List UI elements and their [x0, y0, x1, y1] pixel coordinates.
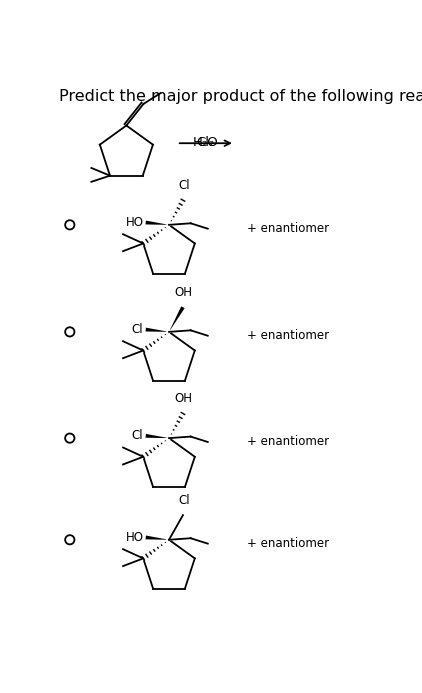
Text: H₂O: H₂O	[192, 136, 218, 148]
Text: OH: OH	[175, 286, 193, 299]
Text: Cl₂: Cl₂	[196, 137, 215, 150]
Text: Cl: Cl	[178, 493, 189, 507]
Text: Cl: Cl	[132, 323, 143, 336]
Text: Cl: Cl	[132, 430, 143, 442]
Polygon shape	[146, 434, 169, 438]
Polygon shape	[146, 220, 169, 225]
Text: Predict the major product of the following reaction.: Predict the major product of the followi…	[59, 89, 422, 105]
Polygon shape	[146, 328, 169, 332]
Text: Cl: Cl	[178, 179, 189, 192]
Text: + enantiomer: + enantiomer	[246, 329, 329, 342]
Text: + enantiomer: + enantiomer	[246, 435, 329, 448]
Polygon shape	[146, 536, 169, 540]
Text: + enantiomer: + enantiomer	[246, 537, 329, 550]
Text: OH: OH	[175, 392, 193, 405]
Polygon shape	[169, 306, 185, 332]
Text: HO: HO	[125, 216, 143, 229]
Text: HO: HO	[125, 531, 143, 544]
Text: + enantiomer: + enantiomer	[246, 222, 329, 235]
